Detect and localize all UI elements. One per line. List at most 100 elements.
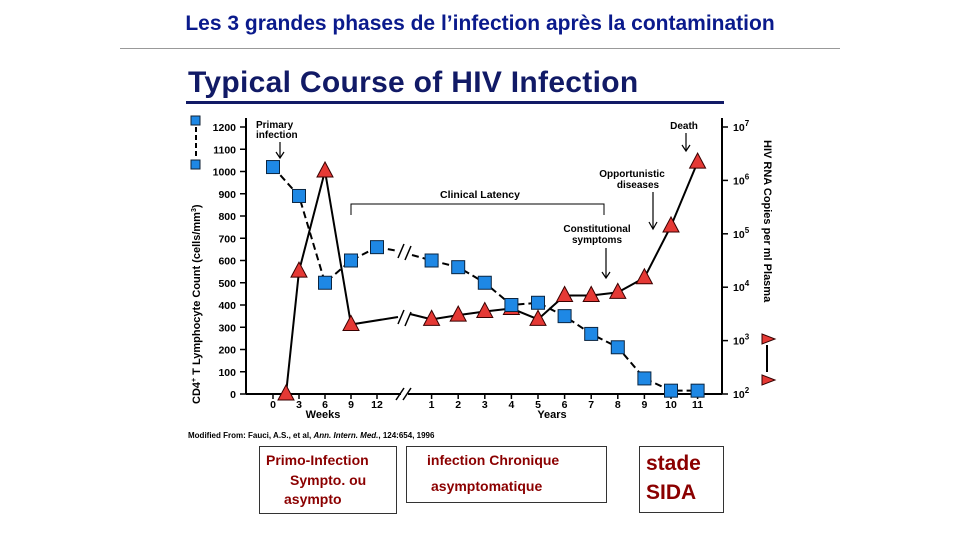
left-axis-marker-key bbox=[190, 115, 201, 170]
primo-line2: Sympto. ou bbox=[290, 472, 367, 488]
cd4-line-weeks bbox=[272, 166, 378, 285]
left-key-square-bottom bbox=[190, 159, 201, 170]
right-tick-label: 102 bbox=[733, 386, 750, 401]
rna-triangle-point bbox=[475, 301, 494, 319]
cd4-square-point bbox=[451, 260, 466, 275]
x-tick-label-years: 2 bbox=[455, 399, 461, 411]
primo-line3: asympto bbox=[284, 491, 342, 507]
rna-triangle-point bbox=[422, 309, 441, 326]
sida-line1: stade bbox=[646, 452, 701, 475]
cd4-square-point bbox=[424, 253, 439, 268]
cd4-square-point bbox=[318, 275, 332, 290]
x-ticks: 0 3 6 9 12 1 2 3 4 5 6 7 8 9 10 11 bbox=[270, 394, 703, 411]
left-tick-label: 200 bbox=[218, 345, 236, 357]
series-marks bbox=[266, 152, 707, 401]
rna-triangle-point bbox=[529, 309, 547, 326]
right-tick-label: 104 bbox=[733, 279, 750, 294]
right-axis-marker-key bbox=[761, 333, 777, 386]
x-tick-label-years: 1 bbox=[429, 399, 435, 411]
cd4-square-point bbox=[344, 253, 358, 268]
annotation-clinical-latency: Clinical Latency bbox=[350, 189, 605, 215]
rna-triangle-point bbox=[316, 160, 334, 178]
cd4-square-point bbox=[531, 295, 545, 310]
x-tick-label-years: 5 bbox=[535, 399, 541, 411]
cd4-square-point bbox=[610, 340, 625, 355]
rna-triangle-point bbox=[688, 152, 707, 169]
right-axis-label: HIV RNA Copies per ml Plasma bbox=[761, 140, 773, 303]
rna-triangle-point bbox=[662, 215, 680, 233]
right-y-ticks: 102 103 104 105 106 107 bbox=[722, 119, 750, 401]
x-tick-label-years: 9 bbox=[641, 399, 647, 411]
constitutional-line1: Constitutional bbox=[563, 224, 630, 235]
rna-triangle-point bbox=[635, 267, 654, 285]
primary-line1: Primary bbox=[256, 120, 294, 131]
x-label-weeks: Weeks bbox=[306, 409, 341, 421]
x-tick-label-weeks: 6 bbox=[322, 399, 328, 411]
cd4-square-point bbox=[584, 326, 599, 341]
x-tick-label-years: 3 bbox=[482, 399, 488, 411]
cd4-square-point bbox=[477, 275, 492, 290]
left-tick-label: 1200 bbox=[213, 122, 237, 134]
right-key-triangle-bottom bbox=[761, 374, 777, 386]
x-axis-break bbox=[395, 387, 412, 401]
clinical-latency-label: Clinical Latency bbox=[440, 189, 520, 201]
cd4-line-years bbox=[431, 259, 698, 392]
slide-title: Les 3 grandes phases de l’infection aprè… bbox=[185, 12, 775, 35]
rna-triangle-point bbox=[555, 285, 574, 302]
phase-box-infection-chronique: infection Chronique asymptomatique bbox=[406, 446, 607, 503]
cd4-square-point bbox=[557, 309, 572, 324]
right-key-triangle-top bbox=[761, 333, 777, 345]
cd4-square-point bbox=[266, 160, 280, 175]
left-tick-label: 0 bbox=[230, 389, 236, 401]
figure-title-rule bbox=[186, 101, 724, 104]
x-tick-label-years: 11 bbox=[692, 399, 703, 411]
x-tick-label-years: 4 bbox=[508, 399, 514, 411]
x-tick-label-weeks: 9 bbox=[348, 399, 354, 411]
left-tick-label: 500 bbox=[218, 278, 236, 290]
cd4-square-point bbox=[370, 240, 384, 255]
death-label: Death bbox=[670, 121, 698, 132]
figure-citation: Modified From: Fauci, A.S., et al, Ann. … bbox=[188, 431, 435, 440]
left-tick-label: 1000 bbox=[213, 167, 237, 179]
phase-box-primo-infection: Primo-Infection Sympto. ou asympto bbox=[259, 446, 397, 514]
left-tick-label: 300 bbox=[218, 322, 236, 334]
cd4-break-mark bbox=[397, 243, 412, 261]
left-tick-label: 400 bbox=[218, 300, 236, 312]
left-tick-label: 600 bbox=[218, 256, 236, 268]
primo-line1: Primo-Infection bbox=[266, 452, 369, 468]
x-tick-label-weeks: 12 bbox=[371, 399, 383, 411]
x-tick-label-years: 10 bbox=[665, 399, 677, 411]
x-tick-label-weeks: 3 bbox=[296, 399, 302, 411]
rna-line-weeks bbox=[285, 170, 352, 395]
rna-triangle-point bbox=[290, 261, 308, 278]
cd4-square-point bbox=[690, 383, 705, 398]
rna-break-mark bbox=[397, 309, 412, 327]
rna-triangle-point bbox=[608, 282, 627, 299]
x-tick-label-years: 7 bbox=[588, 399, 594, 411]
constitutional-line2: symptoms bbox=[572, 235, 622, 246]
opportunistic-line1: Opportunistic bbox=[599, 169, 665, 180]
x-label-years: Years bbox=[537, 409, 566, 421]
annotation-constitutional: Constitutional symptoms bbox=[563, 224, 631, 280]
x-tick-label-years: 6 bbox=[562, 399, 568, 411]
opportunistic-line2: diseases bbox=[617, 180, 660, 191]
clinical-latency-bracket bbox=[350, 203, 605, 215]
left-tick-label: 900 bbox=[218, 189, 236, 201]
rna-triangle-point bbox=[277, 383, 295, 401]
x-tick-label-years: 8 bbox=[615, 399, 621, 411]
right-tick-label: 107 bbox=[733, 119, 750, 134]
sida-line2: SIDA bbox=[646, 481, 697, 504]
left-tick-label: 700 bbox=[218, 233, 236, 245]
cd4-square-point bbox=[664, 383, 678, 398]
rna-triangle-point bbox=[582, 285, 601, 302]
chronique-line2: asymptomatique bbox=[431, 478, 543, 494]
left-tick-label: 1100 bbox=[213, 144, 236, 156]
annotation-death: Death bbox=[670, 121, 698, 153]
figure-title: Typical Course of HIV Infection bbox=[188, 66, 639, 99]
right-tick-label: 106 bbox=[733, 172, 750, 187]
cd4-square-point bbox=[504, 298, 519, 312]
rna-line-gap-left bbox=[350, 316, 399, 326]
annotation-opportunistic: Opportunistic diseases bbox=[599, 169, 665, 231]
left-tick-label: 100 bbox=[218, 367, 236, 379]
